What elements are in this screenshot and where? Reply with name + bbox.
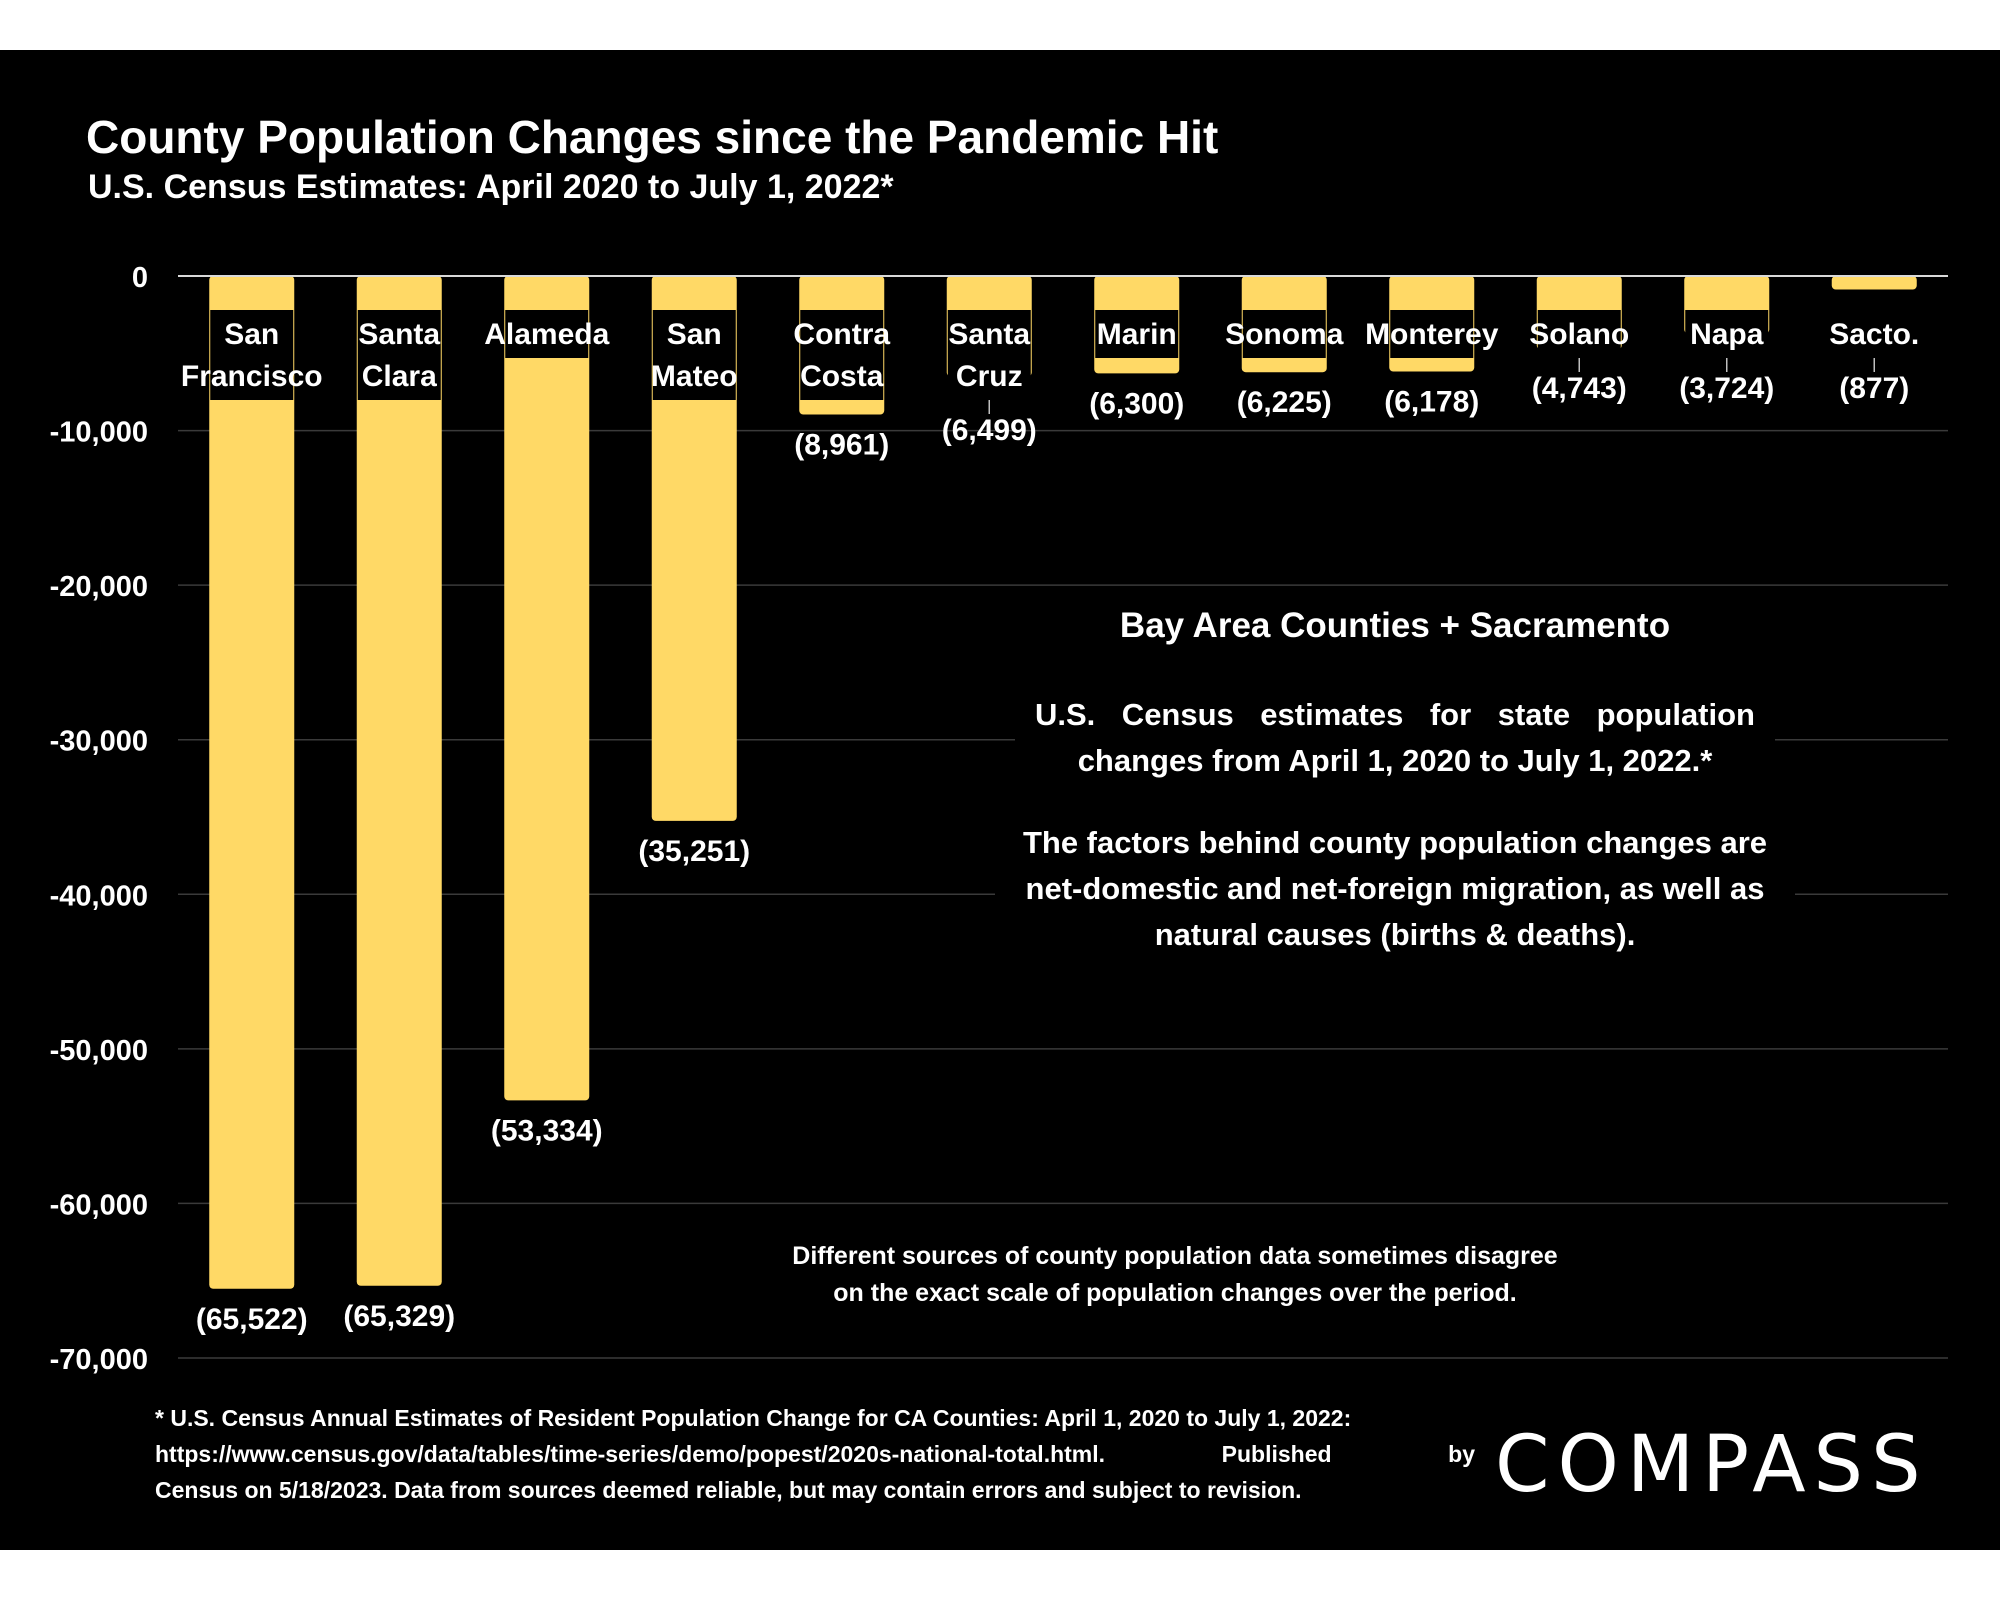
leader-lines — [988, 358, 1875, 414]
category-label-bg — [1390, 310, 1474, 358]
source-footnote: * U.S. Census Annual Estimates of Reside… — [155, 1400, 1475, 1508]
category-label: Alameda — [484, 318, 609, 351]
data-label: (3,724) — [1679, 372, 1774, 405]
footnote-line-1: * U.S. Census Annual Estimates of Reside… — [155, 1405, 1352, 1431]
y-tick-label: 0 — [132, 262, 148, 294]
y-tick-label: -60,000 — [50, 1189, 148, 1221]
compass-logo: COMPASS — [1495, 1420, 1929, 1510]
y-tick-label: -20,000 — [50, 571, 148, 603]
data-label: (6,178) — [1384, 385, 1479, 418]
y-axis-ticks: 0 -10,000 -20,000 -30,000 -40,000 -50,000 -60,… — [50, 262, 148, 1376]
data-disagreement-note: Different sources of county population d… — [700, 1238, 1650, 1312]
footnote-line-3: Census on 5/18/2023. Data from sources d… — [155, 1477, 1302, 1503]
category-label-bg — [1095, 310, 1179, 358]
bar — [209, 276, 295, 1289]
category-label: Solano — [1529, 318, 1629, 351]
category-label: Costa — [800, 360, 884, 393]
category-label-bg — [1685, 310, 1769, 358]
category-label: Clara — [362, 360, 437, 393]
y-tick-label: -10,000 — [50, 417, 148, 449]
data-label: (65,329) — [343, 1300, 455, 1333]
data-label: (4,743) — [1532, 372, 1627, 405]
category-label: Sacto. — [1829, 318, 1919, 351]
data-label: (6,300) — [1089, 387, 1184, 420]
category-label-bg — [800, 310, 884, 400]
bar — [1831, 276, 1917, 290]
category-label-bg — [210, 310, 294, 400]
chart-slide: County Population Changes since the Pand… — [0, 50, 2000, 1550]
category-label: San — [224, 318, 279, 351]
data-label: (53,334) — [491, 1114, 603, 1147]
category-label: Napa — [1690, 318, 1764, 351]
y-tick-label: -70,000 — [50, 1344, 148, 1376]
category-label: Santa — [358, 318, 440, 351]
bar — [651, 276, 737, 821]
category-label-bg — [1242, 310, 1326, 358]
category-labels: San Francisco Santa Clara Alameda San Mateo Con… — [181, 310, 1919, 400]
data-label: (6,499) — [942, 414, 1037, 447]
category-label: Mateo — [651, 360, 738, 393]
category-label: Monterey — [1365, 318, 1499, 351]
category-label: Contra — [793, 318, 890, 351]
y-tick-label: -30,000 — [50, 726, 148, 758]
category-label-bg — [1832, 310, 1916, 358]
bar — [356, 276, 442, 1286]
bar-chart: 0 -10,000 -20,000 -30,000 -40,000 -50,000 -60,… — [50, 262, 1948, 1376]
data-label: (8,961) — [794, 429, 889, 462]
category-label-bg — [1537, 310, 1621, 358]
note-box: Bay Area Counties + Sacramento U.S. Cens… — [995, 606, 1795, 958]
data-label: (6,225) — [1237, 386, 1332, 419]
category-label: Cruz — [956, 360, 1023, 393]
category-label: Marin — [1097, 318, 1177, 351]
category-label-bg — [505, 310, 589, 358]
category-label: San — [667, 318, 722, 351]
y-tick-label: -40,000 — [50, 880, 148, 912]
disagree-note-line-1: Different sources of county population d… — [792, 1242, 1558, 1270]
category-label: Sonoma — [1225, 318, 1344, 351]
y-tick-label: -50,000 — [50, 1035, 148, 1067]
data-label: (35,251) — [638, 835, 750, 868]
note-paragraph-2: The factors behind county population cha… — [995, 820, 1795, 958]
category-label: Francisco — [181, 360, 323, 393]
data-label: (65,522) — [196, 1303, 308, 1336]
category-label-bg — [357, 310, 441, 400]
category-label: Santa — [948, 318, 1030, 351]
disagree-note-line-2: on the exact scale of population changes… — [833, 1279, 1517, 1307]
category-label-bg — [947, 310, 1031, 400]
note-heading: Bay Area Counties + Sacramento — [1119, 606, 1671, 645]
category-label-bg — [652, 310, 736, 400]
chart-title: County Population Changes since the Pand… — [86, 111, 1219, 163]
chart-subtitle: U.S. Census Estimates: April 2020 to Jul… — [88, 168, 894, 206]
data-labels: (65,522) (65,329) (53,334) (35,251) (8,961) (… — [196, 372, 1909, 1336]
bar — [504, 276, 590, 1101]
data-label: (877) — [1839, 372, 1909, 405]
note-paragraph-1: U.S. Census estimates for state populati… — [1015, 692, 1775, 784]
footnote-line-2: https://www.census.gov/data/tables/time-… — [155, 1441, 1475, 1467]
